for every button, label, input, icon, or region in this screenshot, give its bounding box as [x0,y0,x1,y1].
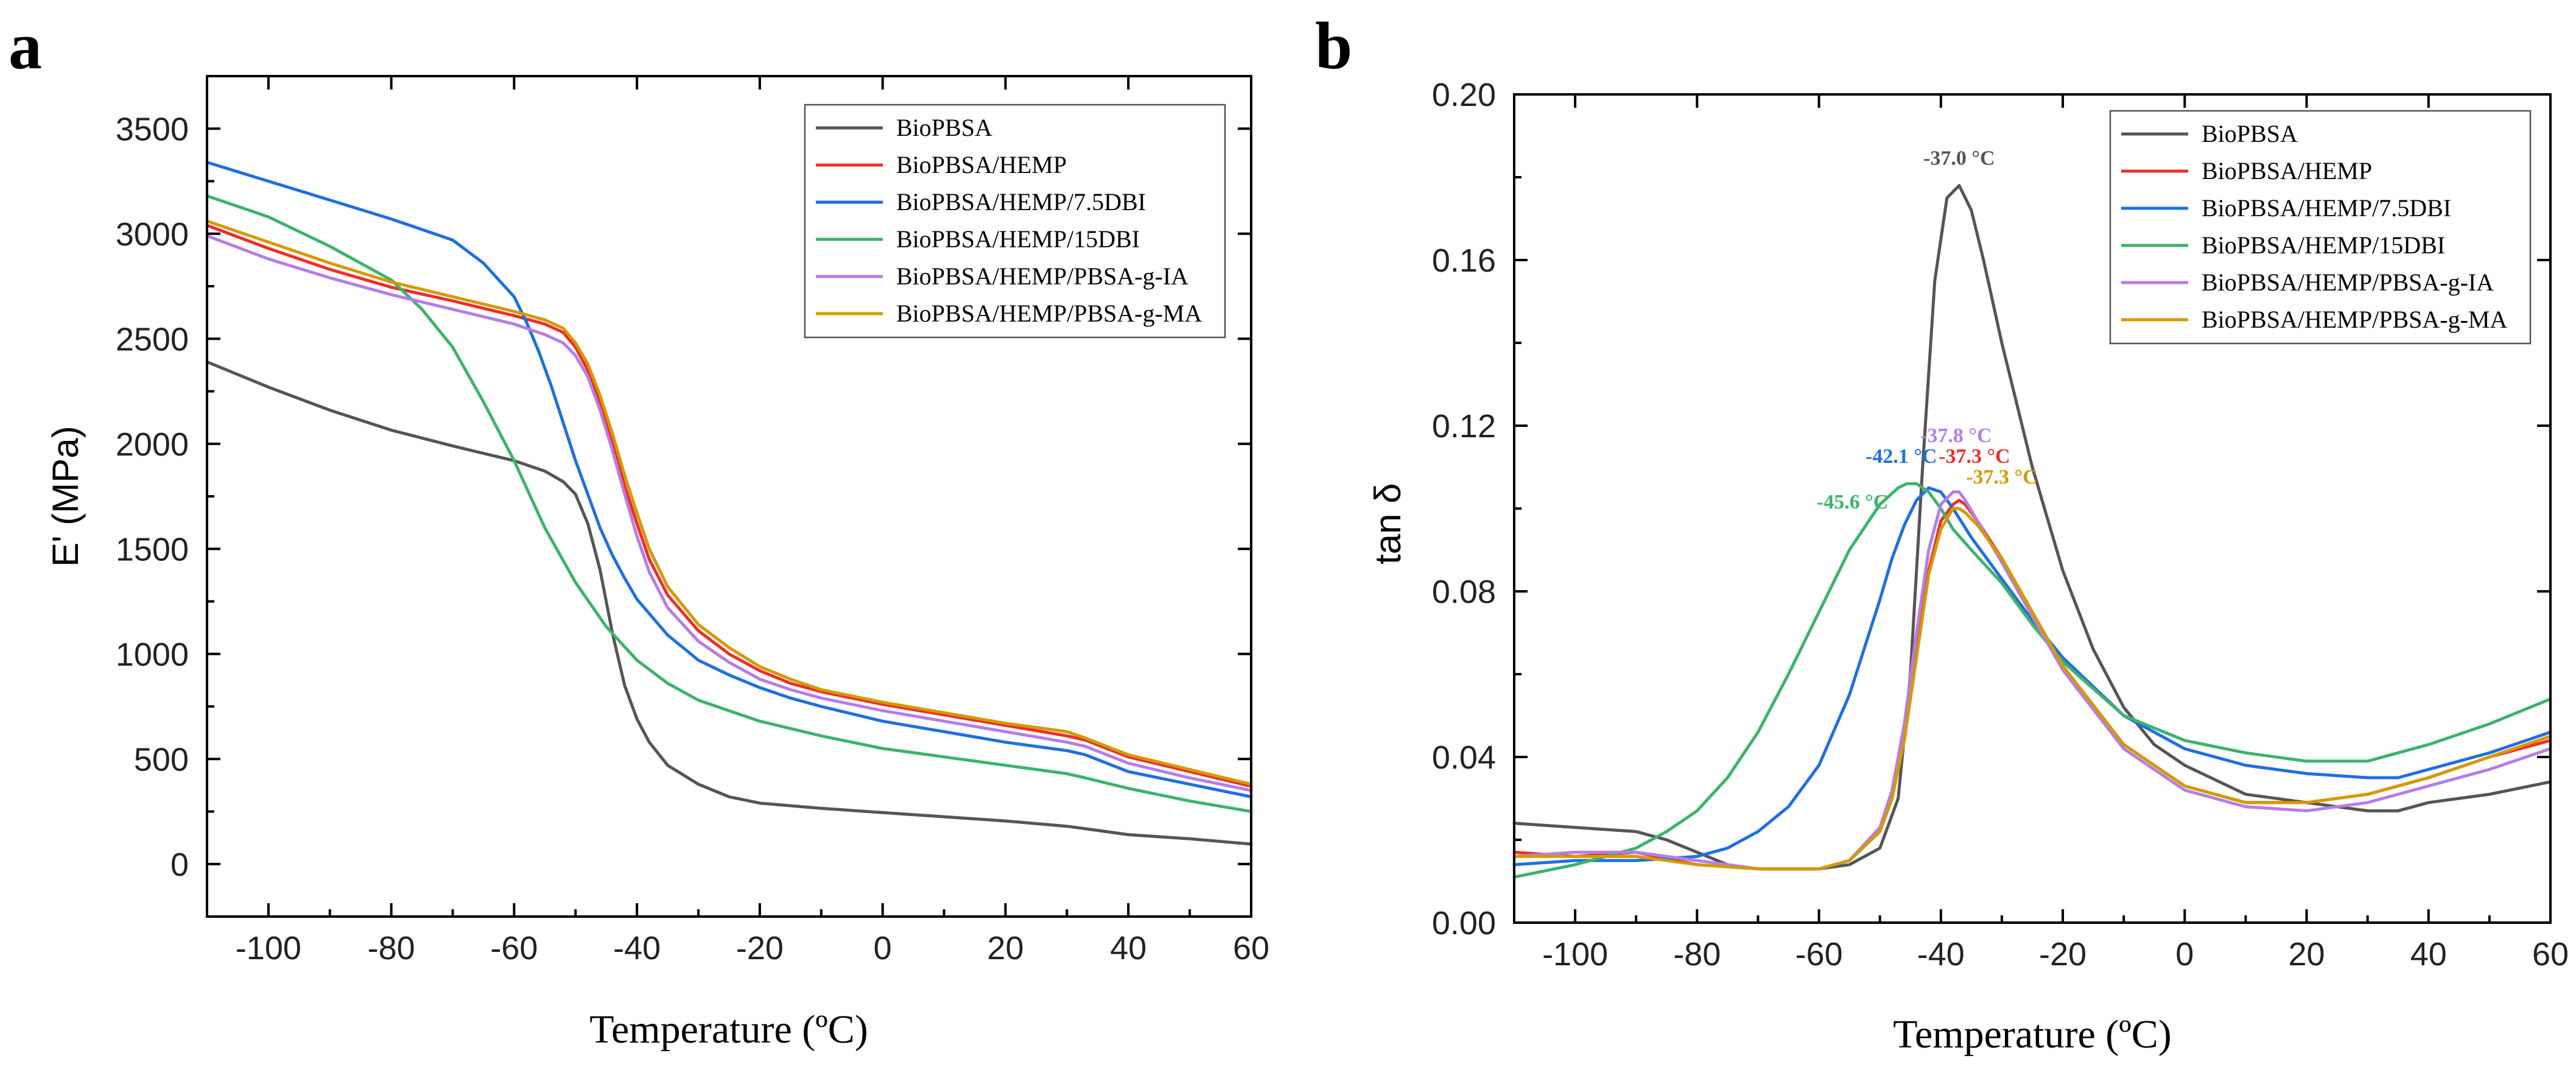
panel-b-xtick-label: 0 [2175,936,2194,973]
panel-b-letter: b [1315,9,1352,83]
panel-a-xtick-label: -80 [368,930,415,967]
panel-a-xtick-label: -100 [236,930,301,967]
panel-a-xtick-label: 60 [1233,930,1269,967]
panel-b-series-biopbsa-hemp-7-5dbi [1512,486,2552,867]
panel-a-series-biopbsa [205,360,1253,846]
panel-a-legend-label-biopbsa-hemp-pbsa-g-ia: BioPBSA/HEMP/PBSA-g-IA [896,262,1188,290]
panel-a-series-biopbsa-hemp-pbsa-g-ia [205,234,1253,792]
panel-a-ytick-label: 3000 [116,216,189,253]
panel-a-xtick-label: 0 [874,930,892,967]
panel-b-annotation-biopbsa-hemp: -37.3 °C [1939,445,2010,468]
panel-a-legend-box [804,104,1226,339]
panel-a-legend-label-biopbsa-hemp-15dbi: BioPBSA/HEMP/15DBI [896,225,1140,253]
panel-b-xtick-label: -60 [1795,936,1843,973]
panel-b: b -100 -80 -60 -40 -20 0 20 40 60 0.00 0.04 0.08 0.1… [1315,9,2569,1057]
panel-b-legend-label-biopbsa: BioPBSA [2202,120,2298,147]
panel-b-xtick-label: 20 [2288,936,2325,973]
panel-a-legend-label-biopbsa: BioPBSA [896,114,992,141]
panel-a-ytick-label: 0 [170,847,189,883]
panel-a-legend-label-biopbsa-hemp: BioPBSA/HEMP [896,151,1067,178]
panel-b-annotation-biopbsa: -37.0 °C [1923,147,1995,170]
panel-b-ytick-label: 0.04 [1432,739,1496,776]
panel-b-xtick-label: -80 [1673,936,1721,973]
panel-a-xtick-label: -20 [736,930,784,967]
panel-a-ytick-label: 500 [134,741,189,778]
panel-b-xtick-label: 60 [2532,936,2569,973]
panel-b-annotations: -37.0 °C-42.1 °C-45.6 °C-37.8 °C-37.3 °C… [1817,147,2038,513]
panel-b-xtick-label: -20 [2039,936,2086,973]
panel-a-series-biopbsa-hemp-7-5dbi [205,161,1253,798]
panel-a-letter: a [9,9,42,83]
panel-a-ticks: -100 -80 -60 -40 -20 0 20 40 60 0 500 1000 1500 2000 2… [116,76,1269,967]
panel-b-legend: BioPBSA BioPBSA/HEMP BioPBSA/HEMP/7.5DBI Bi… [2109,110,2532,345]
panel-b-series-biopbsa-hemp-pbsa-g-ma [1512,507,2552,871]
panel-a-ytick-label: 1000 [116,636,189,673]
panel-a-ylabel: E' (MPa) [45,426,86,566]
panel-b-series [1512,184,2552,879]
panel-b-legend-label-biopbsa-hemp-pbsa-g-ia: BioPBSA/HEMP/PBSA-g-IA [2202,269,2494,296]
panel-a-legend-label-biopbsa-hemp-7-5dbi: BioPBSA/HEMP/7.5DBI [896,188,1146,216]
panel-b-xlabel: Temperature (ºC) [1893,1012,2171,1057]
panel-b-ytick-label: 0.16 [1432,242,1496,279]
panel-b-annotation-biopbsa-hemp-15dbi: -45.6 °C [1817,491,1888,513]
panel-b-legend-label-biopbsa-hemp-7-5dbi: BioPBSA/HEMP/7.5DBI [2202,194,2451,222]
panel-b-legend-label-biopbsa-hemp-pbsa-g-ma: BioPBSA/HEMP/PBSA-g-MA [2202,306,2507,333]
panel-b-xtick-label: -100 [1542,936,1608,973]
panel-a-ytick-label: 2500 [116,321,189,357]
panel-a-legend: BioPBSA BioPBSA/HEMP BioPBSA/HEMP/7.5DBI Bi… [804,104,1226,339]
panel-b-ytick-label: 0.08 [1432,574,1496,610]
panel-a-series [205,161,1253,846]
panel-a-ytick-label: 1500 [116,531,189,568]
panel-a-xtick-label: 20 [987,930,1023,967]
panel-a-frame [206,75,1252,918]
panel-a-series-biopbsa-hemp-pbsa-g-ma [205,219,1253,786]
panel-b-legend-label-biopbsa-hemp: BioPBSA/HEMP [2202,157,2372,185]
panel-b-legend-box [2109,110,2532,345]
panel-a: a -100 -80 -60 -40 -20 0 20 40 60 0 500 1000 1500 200… [9,9,1269,1052]
panel-a-legend-label-biopbsa-hemp-pbsa-g-ma: BioPBSA/HEMP/PBSA-g-MA [896,300,1202,327]
panel-b-legend-label-biopbsa-hemp-15dbi: BioPBSA/HEMP/15DBI [2202,231,2445,259]
panel-b-ytick-label: 0.20 [1432,77,1496,113]
panel-b-xtick-label: 40 [2410,936,2447,973]
panel-b-ylabel: tan δ [1367,483,1408,564]
panel-a-series-biopbsa-hemp [205,224,1253,788]
panel-a-series-biopbsa-hemp-15dbi [205,194,1253,813]
panel-b-annotation-biopbsa-hemp-7-5dbi: -42.1 °C [1865,445,1937,468]
panel-a-ytick-label: 2000 [116,426,189,463]
panel-a-xtick-label: 40 [1110,930,1146,967]
panel-b-ytick-label: 0.12 [1432,408,1496,445]
panel-b-ytick-label: 0.00 [1432,905,1496,942]
panel-a-xlabel: Temperature (ºC) [589,1007,868,1052]
panel-a-ytick-label: 3500 [116,111,189,147]
panel-b-frame [1513,93,2552,924]
panel-b-annotation-biopbsa-hemp-pbsa-g-ma: -37.3 °C [1966,466,2037,488]
panel-b-xtick-label: -40 [1917,936,1965,973]
panel-b-series-biopbsa-hemp-15dbi [1512,482,2552,879]
panel-b-ticks: -100 -80 -60 -40 -20 0 20 40 60 0.00 0.04 0.08 0.12 0… [1432,77,2569,973]
panel-a-xtick-label: -40 [613,930,661,967]
panel-a-xtick-label: -60 [490,930,538,967]
panel-b-annotation-biopbsa-hemp-pbsa-g-ia: -37.8 °C [1920,424,1992,447]
